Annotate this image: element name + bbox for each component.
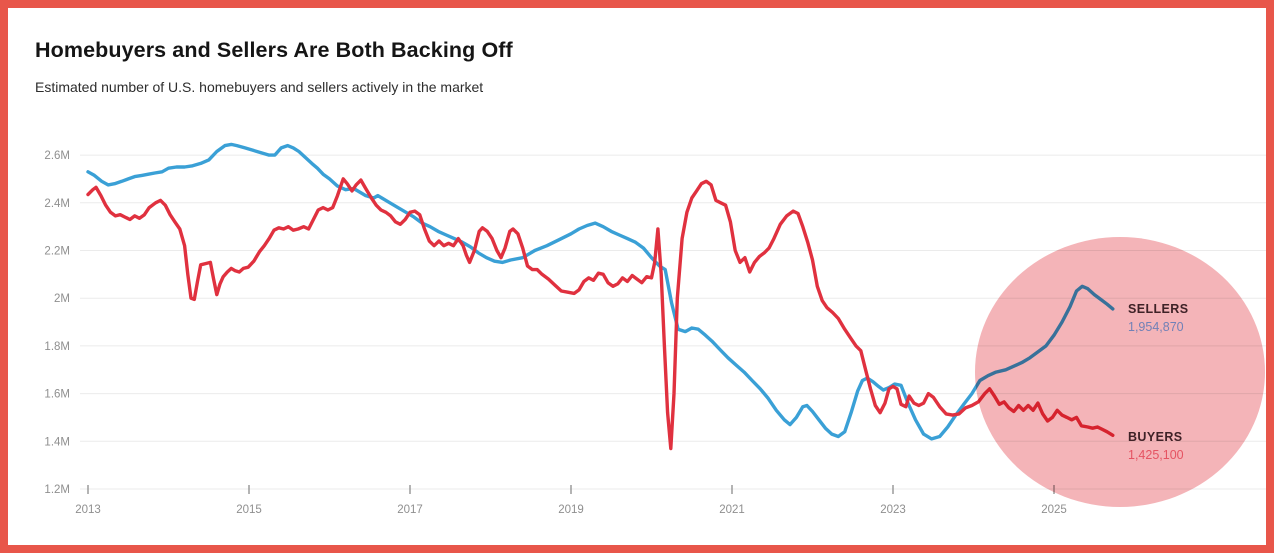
buyers-line bbox=[86, 177, 1115, 451]
sellers-line bbox=[86, 142, 1115, 441]
x-tick-label: 2015 bbox=[236, 504, 262, 516]
y-tick-label: 1.6M bbox=[44, 389, 70, 401]
x-tick-label: 2017 bbox=[397, 504, 423, 516]
highlight-circle bbox=[975, 237, 1265, 507]
x-tick-label: 2023 bbox=[880, 504, 906, 516]
y-tick-label: 2.2M bbox=[44, 246, 70, 258]
x-tick-label: 2021 bbox=[719, 504, 745, 516]
page-subtitle: Estimated number of U.S. homebuyers and … bbox=[35, 79, 484, 95]
sellers-end-value: 1,954,870 bbox=[1128, 320, 1184, 334]
x-tick-label: 2013 bbox=[75, 504, 101, 516]
y-tick-label: 1.8M bbox=[44, 341, 70, 353]
y-tick-label: 2.6M bbox=[44, 150, 70, 162]
x-tick-label: 2025 bbox=[1041, 504, 1067, 516]
sellers-end-label: SELLERS bbox=[1128, 302, 1188, 316]
y-tick-label: 2M bbox=[54, 293, 70, 305]
chart-header: Homebuyers and Sellers Are Both Backing … bbox=[35, 38, 513, 95]
chart-canvas: 2.6M 2.4M 2.2M 2M 1.8M 1.6M 1.4M 1.2M 2013 2015 20… bbox=[44, 142, 1266, 516]
y-tick-label: 1.4M bbox=[44, 436, 70, 448]
page-title: Homebuyers and Sellers Are Both Backing … bbox=[35, 38, 513, 62]
buyers-end-label: BUYERS bbox=[1128, 430, 1183, 444]
buyers-end-value: 1,425,100 bbox=[1128, 448, 1184, 462]
x-tick-label: 2019 bbox=[558, 504, 584, 516]
y-tick-label: 2.4M bbox=[44, 198, 70, 210]
y-tick-label: 1.2M bbox=[44, 484, 70, 496]
